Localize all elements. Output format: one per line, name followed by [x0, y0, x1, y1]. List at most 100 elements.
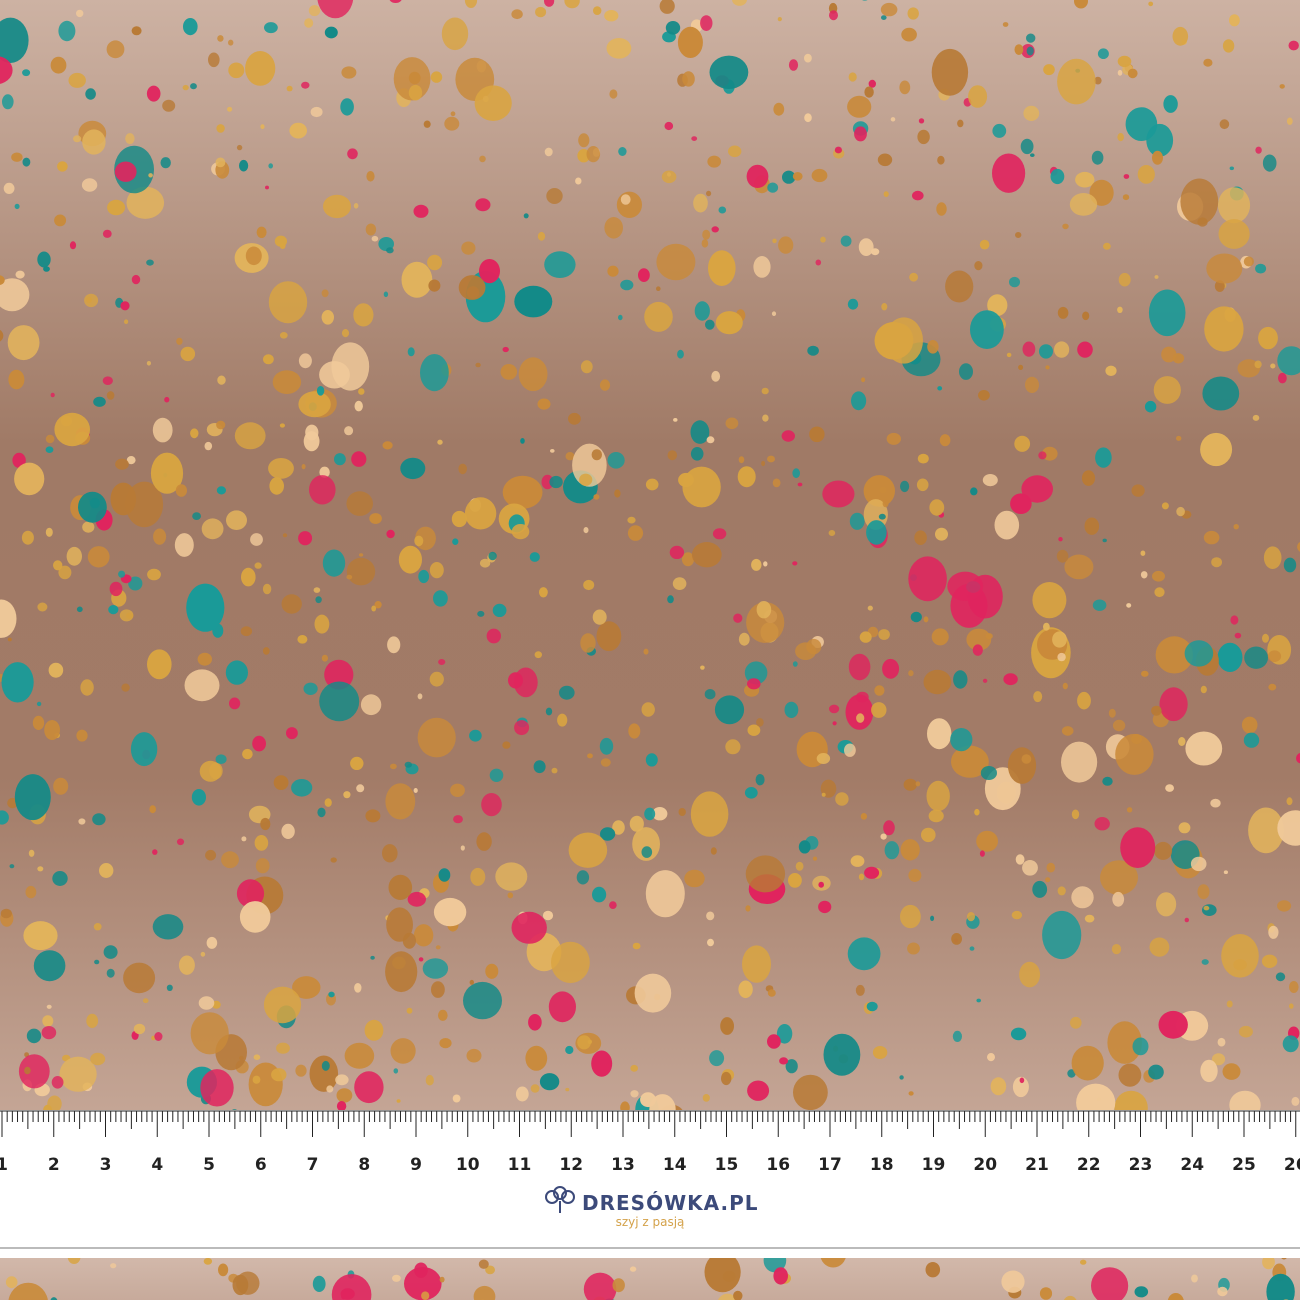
dot: [451, 510, 467, 528]
dot: [1014, 435, 1031, 452]
dot: [0, 56, 13, 84]
dot: [502, 741, 511, 749]
dot: [1217, 642, 1243, 673]
dot: [252, 735, 266, 752]
dot: [1021, 754, 1032, 764]
dot: [927, 340, 939, 354]
dot: [94, 959, 100, 965]
dot: [866, 1001, 878, 1012]
dot: [591, 1050, 613, 1077]
dot: [534, 651, 542, 659]
dot: [385, 783, 416, 820]
dot: [353, 303, 374, 327]
dot: [232, 1109, 237, 1110]
dot: [239, 159, 249, 172]
dot: [834, 146, 843, 154]
dot: [951, 933, 962, 945]
dot: [976, 998, 981, 1003]
dot: [990, 1077, 1007, 1096]
dot: [1069, 193, 1098, 216]
dot: [263, 986, 302, 1024]
dot: [301, 81, 310, 89]
dot: [717, 1293, 738, 1300]
dot: [386, 247, 394, 254]
dot: [330, 857, 337, 863]
dot: [867, 605, 873, 611]
dot: [190, 83, 197, 90]
dot: [1248, 807, 1284, 854]
dot: [1291, 1096, 1300, 1106]
dot: [849, 512, 865, 530]
dot: [417, 717, 456, 758]
dot: [1180, 178, 1219, 225]
dot: [644, 301, 673, 332]
dot: [1244, 646, 1268, 669]
dot: [673, 418, 678, 422]
dot: [937, 386, 943, 391]
dot: [987, 1053, 995, 1062]
dot: [627, 525, 644, 541]
dot: [334, 453, 346, 466]
dot: [732, 0, 747, 6]
dot: [533, 760, 546, 774]
dot: [745, 905, 751, 912]
dot: [606, 38, 632, 59]
dot: [882, 658, 900, 679]
dot: [1221, 934, 1259, 978]
dot: [511, 524, 530, 540]
dot: [1178, 822, 1191, 834]
dot: [358, 388, 365, 395]
ruler-label: 3: [100, 1155, 112, 1175]
dot: [1012, 1076, 1029, 1098]
dot: [44, 720, 60, 740]
dot: [700, 665, 705, 670]
dot: [976, 830, 998, 852]
dot: [952, 1030, 963, 1042]
dot: [479, 259, 500, 284]
dot: [439, 1038, 452, 1049]
dot: [316, 386, 325, 396]
dot: [370, 955, 375, 960]
dot: [371, 235, 379, 242]
dot: [678, 472, 694, 488]
dot: [310, 106, 323, 118]
dot: [822, 480, 855, 508]
ruler-label: 1: [0, 1155, 8, 1175]
dot: [324, 26, 338, 39]
dot: [772, 238, 777, 244]
dot: [656, 286, 661, 292]
dot: [309, 475, 336, 505]
dot: [1201, 959, 1209, 965]
dot: [321, 654, 328, 662]
dot: [1111, 944, 1122, 955]
dot: [413, 924, 434, 947]
dot: [218, 1263, 229, 1277]
dot: [286, 727, 298, 740]
dot: [262, 583, 272, 595]
dot: [756, 601, 772, 619]
dot: [84, 293, 99, 308]
dot: [1026, 33, 1036, 43]
dot: [1229, 14, 1240, 27]
dot: [664, 121, 674, 131]
ruler-label: 19: [922, 1155, 946, 1175]
dot: [878, 513, 886, 520]
dot: [119, 609, 134, 622]
dot: [82, 129, 106, 155]
dot: [281, 594, 302, 614]
dot: [1200, 432, 1233, 467]
dot: [470, 867, 486, 886]
dot: [864, 866, 880, 879]
dot: [1218, 219, 1250, 249]
dot: [160, 157, 171, 169]
dot: [217, 375, 226, 385]
dot: [874, 685, 885, 696]
dot: [1178, 737, 1186, 746]
dot: [190, 428, 199, 439]
dot: [1210, 798, 1221, 808]
dot: [1015, 232, 1022, 238]
dot: [690, 447, 704, 461]
dot: [1219, 119, 1230, 130]
dot: [274, 235, 287, 247]
ruler-labels: 1 2 3 4 5 6 7 8 9 10 11 12 13 14 15 16 17 18 19 20 21 22 23 24 2…: [0, 1155, 1300, 1175]
